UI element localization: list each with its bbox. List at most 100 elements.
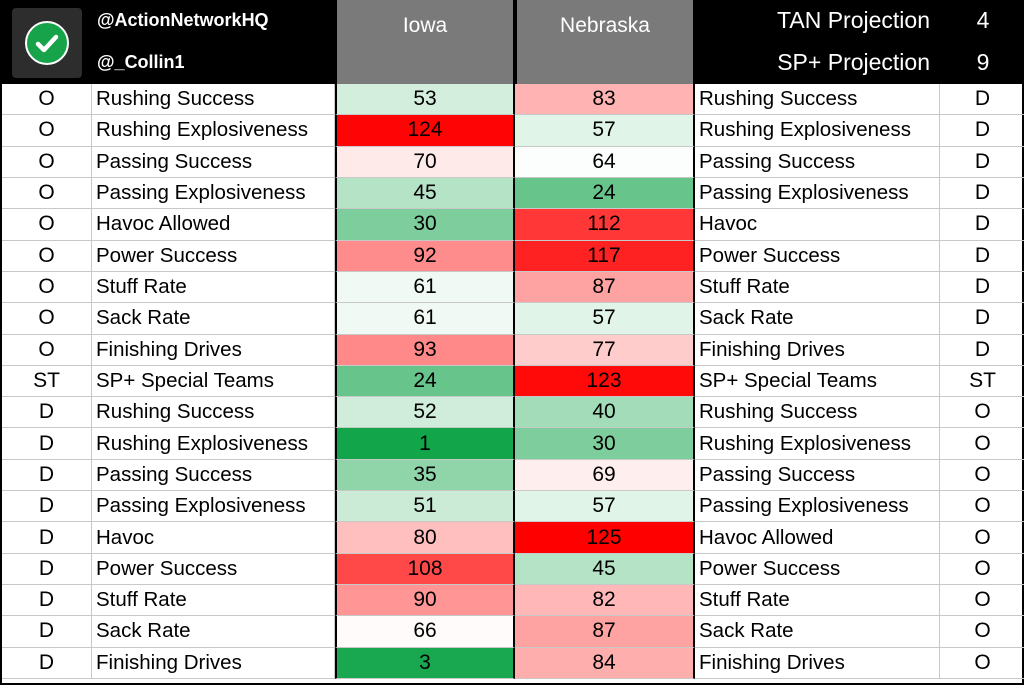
nebraska-rank: 87	[515, 271, 695, 304]
nebraska-rank: 64	[515, 146, 695, 178]
stat-label-right: Stuff Rate	[695, 585, 940, 617]
logo-background	[12, 8, 82, 78]
stat-label-right: SP+ Special Teams	[695, 365, 940, 398]
stat-label-right: Rushing Explosiveness	[695, 115, 940, 147]
side-right: D	[940, 147, 1024, 178]
stat-label-left: Finishing Drives	[92, 647, 335, 679]
side-left: O	[2, 303, 92, 335]
side-right: D	[940, 272, 1024, 304]
handle-collin: @_Collin1	[92, 41, 335, 84]
nebraska-rank: 87	[515, 616, 695, 648]
sp-projection-value: 9	[940, 41, 1024, 84]
nebraska-rank: 82	[515, 585, 695, 617]
side-right: D	[940, 209, 1024, 241]
side-right: D	[940, 303, 1024, 335]
iowa-rank: 80	[335, 522, 515, 554]
iowa-rank: 52	[335, 397, 515, 429]
iowa-rank: 92	[335, 240, 515, 272]
iowa-rank: 3	[335, 647, 515, 679]
side-right: O	[940, 616, 1024, 648]
stat-label-right: Finishing Drives	[695, 334, 940, 366]
side-left: D	[2, 428, 92, 460]
nebraska-rank: 112	[515, 209, 695, 241]
side-left: O	[2, 209, 92, 241]
stat-label-right: Havoc Allowed	[695, 522, 940, 554]
stat-label-left: Rushing Explosiveness	[92, 115, 335, 147]
stat-label-right: Havoc	[695, 209, 940, 241]
nebraska-rank: 30	[515, 428, 695, 460]
stat-label-right: Rushing Success	[695, 84, 940, 116]
nebraska-rank: 40	[515, 397, 695, 429]
side-left: O	[2, 334, 92, 366]
stat-label-left: Stuff Rate	[92, 585, 335, 617]
side-left: D	[2, 459, 92, 492]
iowa-rank: 30	[335, 209, 515, 241]
nebraska-rank: 77	[515, 334, 695, 366]
iowa-rank: 70	[335, 146, 515, 178]
stat-label-left: SP+ Special Teams	[92, 365, 335, 398]
stat-label-left: Finishing Drives	[92, 334, 335, 366]
side-left: D	[2, 491, 92, 523]
team-header-iowa: Iowa	[335, 0, 515, 84]
nebraska-rank: 83	[515, 84, 695, 116]
stat-label-right: Passing Success	[695, 459, 940, 492]
iowa-rank: 108	[335, 553, 515, 585]
side-right: O	[940, 585, 1024, 617]
handle-action-network: @ActionNetworkHQ	[92, 0, 335, 41]
side-right: D	[940, 335, 1024, 366]
stat-label-right: Passing Success	[695, 146, 940, 178]
side-right: O	[940, 522, 1024, 554]
iowa-rank: 61	[335, 271, 515, 304]
side-right: O	[940, 428, 1024, 460]
side-left: D	[2, 553, 92, 585]
stat-label-right: Power Success	[695, 553, 940, 585]
side-right: O	[940, 491, 1024, 523]
side-right: D	[940, 178, 1024, 210]
side-left: D	[2, 647, 92, 679]
nebraska-rank: 125	[515, 522, 695, 554]
stat-label-left: Passing Explosiveness	[92, 491, 335, 523]
stat-label-left: Passing Explosiveness	[92, 177, 335, 210]
stat-label-left: Passing Success	[92, 459, 335, 492]
nebraska-rank: 24	[515, 177, 695, 210]
stat-label-left: Rushing Explosiveness	[92, 428, 335, 460]
nebraska-rank: 84	[515, 647, 695, 679]
stat-label-left: Rushing Success	[92, 84, 335, 116]
stat-label-left: Rushing Success	[92, 397, 335, 429]
stat-label-left: Sack Rate	[92, 616, 335, 648]
iowa-rank: 61	[335, 303, 515, 335]
side-right: O	[940, 397, 1024, 429]
stat-label-left: Stuff Rate	[92, 271, 335, 304]
side-left: O	[2, 146, 92, 178]
iowa-rank: 45	[335, 177, 515, 210]
iowa-rank: 35	[335, 459, 515, 492]
nebraska-rank: 69	[515, 459, 695, 492]
stat-label-left: Power Success	[92, 240, 335, 272]
sp-projection-label: SP+ Projection	[695, 41, 940, 84]
side-left: D	[2, 585, 92, 617]
team-header-nebraska: Nebraska	[515, 0, 695, 84]
stat-label-right: Rushing Explosiveness	[695, 428, 940, 460]
iowa-rank: 124	[335, 115, 515, 147]
side-right: ST	[940, 366, 1024, 398]
iowa-rank: 90	[335, 585, 515, 617]
side-left: D	[2, 522, 92, 554]
side-right: O	[940, 648, 1024, 679]
iowa-rank: 66	[335, 616, 515, 648]
nebraska-rank: 57	[515, 303, 695, 335]
checkmark-icon	[25, 21, 69, 65]
nebraska-rank: 117	[515, 240, 695, 272]
iowa-rank: 93	[335, 334, 515, 366]
side-left: O	[2, 115, 92, 147]
side-right: O	[940, 554, 1024, 585]
stat-label-left: Passing Success	[92, 146, 335, 178]
side-left: O	[2, 84, 92, 116]
stat-label-right: Sack Rate	[695, 303, 940, 335]
side-right: D	[940, 115, 1024, 147]
side-right: D	[940, 241, 1024, 272]
iowa-rank: 24	[335, 365, 515, 398]
tan-projection-label: TAN Projection	[695, 0, 940, 41]
iowa-rank: 1	[335, 428, 515, 460]
stat-label-right: Stuff Rate	[695, 271, 940, 304]
side-left: D	[2, 397, 92, 429]
